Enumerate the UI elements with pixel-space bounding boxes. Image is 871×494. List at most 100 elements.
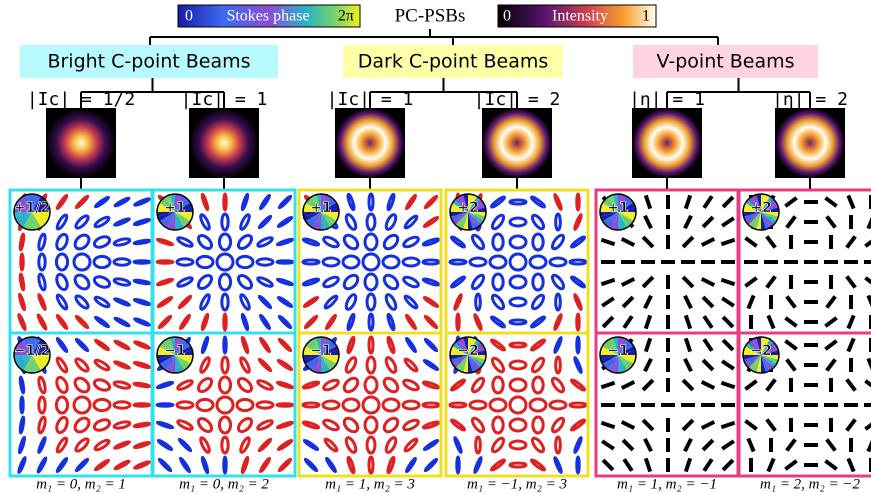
polarization-line	[666, 358, 670, 372]
polarization-line	[721, 216, 735, 227]
beam-label: |Ic| = 1	[327, 89, 414, 110]
polarization-ellipse	[199, 437, 211, 454]
charge-label: +1	[310, 200, 331, 216]
polarization-ellipse	[201, 314, 208, 330]
polarization-ellipse	[530, 213, 545, 230]
mode-label: m₁ = −1, m₂ = 3	[467, 476, 567, 492]
polarization-line	[785, 215, 797, 229]
polarization-ellipse	[424, 458, 437, 471]
polarization-ellipse	[470, 273, 485, 290]
polarization-ellipse	[531, 339, 546, 351]
polarization-line	[765, 235, 777, 249]
polarization-ellipse	[38, 437, 46, 453]
polarization-line	[844, 260, 858, 264]
polarization-ellipse	[510, 379, 526, 391]
mode-label: m₁ = 1, m₂ = −1	[617, 476, 717, 492]
polarization-ellipse	[365, 274, 377, 290]
polarization-line	[643, 358, 653, 372]
polarization-ellipse	[257, 379, 274, 391]
polarization-ellipse	[556, 357, 561, 373]
polarization-line	[784, 260, 798, 264]
polarization-ellipse	[217, 254, 233, 270]
polarization-line	[864, 379, 871, 391]
polarization-ellipse	[134, 362, 150, 369]
polarization-ellipse	[257, 419, 274, 431]
polarization-ellipse	[56, 338, 67, 352]
polarization-ellipse	[222, 357, 228, 373]
polarization-line	[666, 215, 670, 229]
polarization-ellipse	[323, 401, 339, 409]
polarization-ellipse	[134, 198, 150, 206]
polarization-line	[702, 458, 713, 472]
polarization-ellipse	[239, 294, 251, 311]
polarization-ellipse	[577, 337, 579, 353]
polarization-line	[682, 379, 695, 392]
polarization-ellipse	[550, 376, 565, 393]
polarization-ellipse	[39, 397, 45, 413]
polarization-ellipse	[363, 397, 379, 413]
polarization-ellipse	[199, 214, 211, 231]
polarization-line	[804, 403, 818, 407]
polarization-ellipse	[224, 337, 226, 353]
polarization-ellipse	[241, 194, 248, 210]
polarization-line	[683, 215, 693, 229]
polarization-line	[845, 235, 857, 249]
intensity-image	[335, 108, 405, 178]
polarization-line	[701, 277, 715, 287]
polarization-ellipse	[219, 417, 230, 433]
polarization-ellipse	[39, 254, 45, 270]
polarization-ellipse	[510, 463, 526, 467]
polarization-ellipse	[157, 421, 173, 428]
polarization-ellipse	[303, 238, 319, 246]
polarization-line	[701, 237, 715, 247]
polarization-ellipse	[493, 417, 503, 433]
polarization-line	[849, 215, 853, 229]
polarization-ellipse	[510, 441, 526, 449]
polarization-line	[849, 358, 853, 372]
polarization-ellipse	[490, 399, 506, 411]
polarization-ellipse	[369, 457, 373, 473]
polarization-ellipse	[278, 297, 293, 308]
polarization-ellipse	[224, 314, 226, 330]
polarization-ellipse	[556, 294, 561, 310]
polarization-line	[804, 463, 818, 467]
polarization-ellipse	[365, 417, 377, 433]
polarization-line	[641, 403, 655, 407]
polarization-ellipse	[383, 399, 399, 411]
charge-label: −1/2	[14, 343, 50, 359]
polarization-ellipse	[20, 234, 25, 250]
polarization-line	[804, 200, 818, 204]
polarization-line	[601, 381, 616, 389]
polarization-ellipse	[95, 316, 109, 327]
group-name: V-point Beams	[656, 51, 794, 73]
polarization-line	[683, 358, 693, 372]
polarization-ellipse	[423, 403, 439, 407]
polarization-ellipse	[55, 273, 70, 291]
polarization-ellipse	[530, 256, 546, 268]
polarization-line	[666, 438, 670, 452]
polarization-line	[764, 260, 778, 264]
polarization-line	[846, 338, 855, 352]
polarization-ellipse	[55, 416, 70, 434]
polarization-line	[661, 260, 675, 264]
polarization-ellipse	[56, 254, 67, 270]
polarization-ellipse	[533, 274, 543, 290]
polarization-ellipse	[367, 214, 375, 230]
charge-label: +2	[750, 200, 771, 216]
polarization-ellipse	[530, 356, 545, 373]
polarization-line	[866, 358, 871, 372]
polarization-ellipse	[571, 379, 586, 391]
polarization-ellipse	[236, 233, 254, 251]
polarization-ellipse	[19, 437, 26, 453]
polarization-ellipse	[470, 233, 485, 250]
polarization-line	[721, 260, 735, 264]
polarization-ellipse	[75, 338, 88, 351]
polarization-ellipse	[134, 280, 150, 285]
polarization-ellipse	[20, 274, 25, 290]
polarization-ellipse	[158, 458, 171, 471]
polarization-ellipse	[222, 294, 228, 310]
tree-lines	[150, 29, 718, 45]
polarization-line	[666, 378, 670, 392]
polarization-ellipse	[406, 195, 417, 210]
polarization-ellipse	[344, 293, 357, 310]
